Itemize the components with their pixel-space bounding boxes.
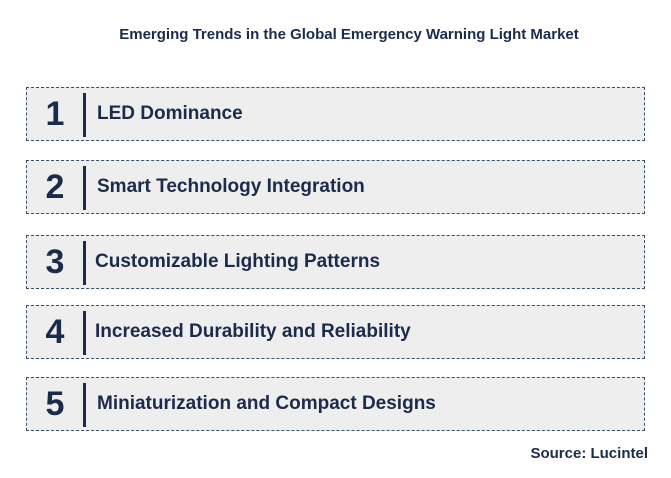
diagram-title: Emerging Trends in the Global Emergency … xyxy=(119,26,579,43)
trend-divider xyxy=(83,166,86,210)
trend-number: 1 xyxy=(45,94,65,133)
trend-divider xyxy=(83,311,86,355)
trend-divider xyxy=(83,383,86,427)
trend-label: Customizable Lighting Patterns xyxy=(95,251,381,272)
trend-label: LED Dominance xyxy=(97,103,243,124)
trend-divider xyxy=(83,93,86,137)
trend-label: Miniaturization and Compact Designs xyxy=(97,393,436,414)
trend-label: Increased Durability and Reliability xyxy=(95,321,411,342)
trend-number: 4 xyxy=(45,312,65,351)
trend-label: Smart Technology Integration xyxy=(97,176,365,197)
trend-item-1: 1 LED Dominance xyxy=(26,87,645,141)
trend-number: 2 xyxy=(45,167,65,206)
trend-item-5: 5 Miniaturization and Compact Designs xyxy=(26,377,645,431)
trend-number: 3 xyxy=(45,242,65,281)
trend-item-4: 4 Increased Durability and Reliability xyxy=(26,305,645,359)
trend-item-3: 3 Customizable Lighting Patterns xyxy=(26,235,645,289)
trend-number: 5 xyxy=(45,384,65,423)
trend-item-2: 2 Smart Technology Integration xyxy=(26,160,645,214)
source-label: Source: Lucintel xyxy=(530,445,648,462)
trend-divider xyxy=(83,241,86,285)
